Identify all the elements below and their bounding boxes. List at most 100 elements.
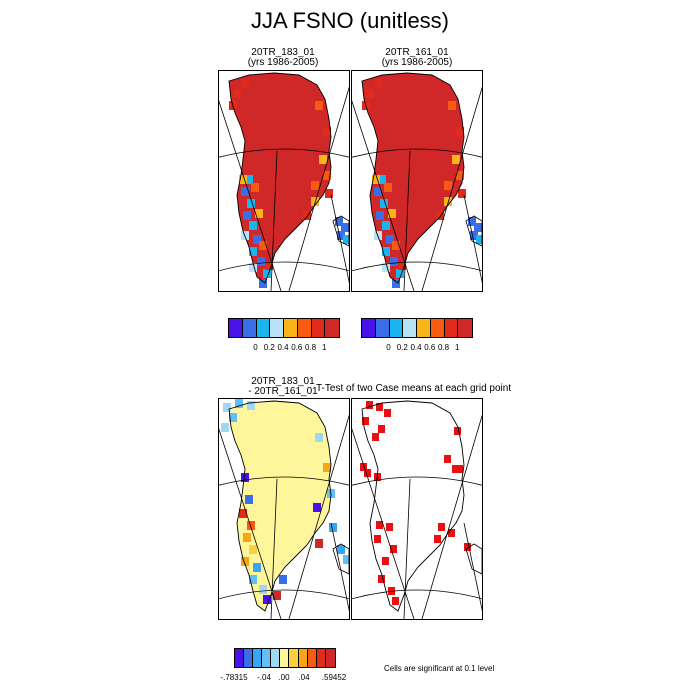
colorbar-box [262, 649, 272, 667]
map-cell [382, 221, 390, 230]
difference-cell [247, 521, 255, 530]
significant-cell [434, 535, 441, 543]
colorbar-box [430, 319, 445, 337]
map-cell [392, 279, 400, 288]
map-cell [315, 101, 323, 110]
difference-cell [229, 413, 237, 422]
graticule [219, 414, 349, 619]
colorbar-box [271, 649, 281, 667]
panel2-years: (yrs 1986-2005) [381, 57, 453, 68]
meridian-line-east [330, 522, 349, 612]
map-cell [311, 197, 319, 206]
meridian-line-mid [270, 478, 278, 619]
meridian-line-center [421, 414, 482, 619]
iceland-coastline [465, 543, 482, 575]
iceland-coastline [332, 543, 349, 575]
colorbar-box [307, 649, 317, 667]
difference-cell [221, 423, 229, 432]
meridian-line-east [330, 194, 349, 284]
significant-cell [384, 409, 391, 417]
difference-cell [245, 495, 253, 504]
difference-cell [343, 555, 349, 564]
graticule [219, 86, 349, 291]
map-panel-case1 [218, 70, 350, 292]
colorbar-case1 [228, 318, 340, 338]
colorbar-tick-label: 0.4 [277, 343, 289, 352]
colorbar-box [316, 649, 326, 667]
map-cell [372, 175, 380, 184]
significant-cell [464, 543, 471, 551]
meridian-line-east [463, 522, 482, 612]
meridian-line-east [463, 194, 482, 284]
map-cell [386, 235, 394, 244]
map-cell [458, 189, 466, 198]
colorbar-box [229, 319, 243, 337]
ice-sheet-fill [362, 73, 464, 283]
map-cell [474, 223, 482, 232]
difference-cell [259, 585, 267, 594]
significant-cell [390, 545, 397, 553]
significant-cell [364, 469, 371, 477]
difference-cell [253, 563, 261, 572]
difference-cell [273, 591, 281, 600]
colorbar-tick-label: .00 [278, 673, 290, 682]
colorbar-box [325, 649, 335, 667]
map-cell [249, 221, 257, 230]
significant-cell [456, 465, 463, 473]
map-cell [378, 175, 386, 184]
colorbar-tick-label: 0.8 [304, 343, 317, 352]
map-cell [452, 155, 460, 164]
map-cell [341, 223, 349, 232]
latitude-line-70n [352, 148, 482, 158]
map-cell [436, 211, 444, 220]
colorbar-tick-label: .59452 [321, 673, 347, 682]
map-cell [384, 183, 392, 192]
difference-cell [249, 545, 257, 554]
map-cell [396, 269, 404, 278]
significant-cell [454, 427, 461, 435]
colorbar-box [289, 649, 299, 667]
significant-cell [378, 425, 385, 433]
map-cell [323, 171, 331, 180]
significant-cell [360, 463, 367, 471]
significant-cell [386, 523, 393, 531]
significant-cell [374, 535, 381, 543]
colorbar-box [253, 649, 263, 667]
latitude-line-70n [219, 476, 349, 486]
latitude-line-70n [352, 476, 482, 486]
colorbar-box [244, 649, 254, 667]
meridian-line-west [352, 100, 415, 291]
colorbar-difference [234, 648, 336, 668]
significant-cell [448, 529, 455, 537]
figure-title: JJA FSNO (unitless) [250, 8, 450, 33]
colorbar-box [242, 319, 257, 337]
difference-cell [235, 399, 243, 408]
meridian-line-west [352, 428, 415, 619]
greenland-coastline [361, 400, 465, 612]
map-cell [468, 217, 476, 226]
panel2-case-name: 20TR_161_01 [385, 47, 449, 58]
significant-cell [376, 403, 383, 411]
difference-cell [323, 463, 331, 472]
latitude-line-60n [219, 261, 349, 272]
meridian-line-mid [403, 150, 411, 291]
meridian-line-mid [403, 478, 411, 619]
map-cell [376, 211, 384, 220]
map-cell [444, 197, 452, 206]
difference-cell [241, 473, 249, 482]
difference-cell [249, 575, 257, 584]
map-cell [265, 261, 273, 270]
map-cell [382, 247, 390, 256]
map-cell [257, 257, 265, 266]
colorbar-box [403, 319, 417, 337]
colorbar-box [417, 319, 431, 337]
map-panel-case2 [351, 70, 483, 292]
map-cell [249, 263, 257, 272]
map-cell [456, 127, 464, 136]
colorbar-case1-ticks: 0 0.2 0.4 0.6 0.8 1 [228, 343, 338, 353]
panel1-case-name: 20TR_183_01 [251, 47, 315, 58]
difference-cell [247, 401, 255, 410]
map-cell [249, 247, 257, 256]
colorbar-difference-ticks: -.78315 -.04 .00 .04 .59452 [220, 673, 346, 683]
colorbar-box [444, 319, 459, 337]
